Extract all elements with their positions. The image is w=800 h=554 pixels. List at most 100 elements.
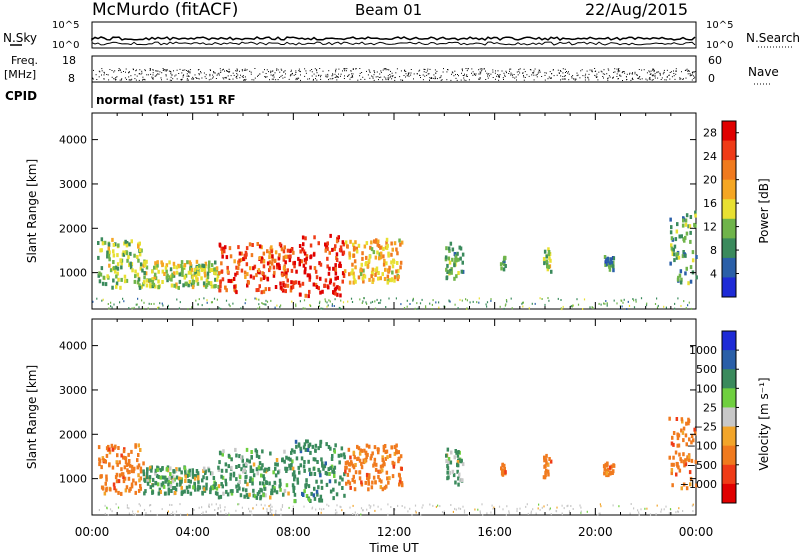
ground-scatter-cell bbox=[265, 299, 267, 302]
freq-dot bbox=[337, 76, 338, 78]
freq-dot bbox=[636, 74, 637, 76]
echo-cell-1 bbox=[209, 490, 212, 495]
echo-cell-4 bbox=[391, 247, 394, 252]
echo-cell-2 bbox=[226, 492, 230, 497]
echo-cell-4 bbox=[361, 256, 364, 261]
echo-cell-1 bbox=[143, 260, 146, 265]
ground-scatter-cell bbox=[326, 305, 328, 308]
echo-cell-1 bbox=[214, 491, 218, 496]
echo-cell-0 bbox=[108, 257, 111, 262]
echo-cell-9 bbox=[670, 243, 673, 248]
freq-dot bbox=[138, 79, 140, 81]
freq-dot bbox=[557, 69, 559, 71]
echo-cell-2 bbox=[243, 494, 246, 499]
echo-cell-1 bbox=[204, 264, 207, 269]
echo-cell-1 bbox=[161, 269, 165, 274]
freq-dot bbox=[220, 70, 222, 72]
echo-cell-0 bbox=[136, 272, 140, 277]
ground-scatter-cell bbox=[511, 307, 513, 310]
freq-dot bbox=[254, 77, 256, 79]
freq-dot bbox=[120, 71, 122, 73]
echo-cell-8 bbox=[610, 260, 614, 265]
echo-cell-3 bbox=[297, 256, 300, 261]
freq-dot bbox=[613, 76, 614, 78]
freq-dot bbox=[523, 68, 525, 70]
echo-cell-2 bbox=[291, 472, 295, 477]
echo-cell-3 bbox=[293, 260, 296, 265]
echo-cell-0 bbox=[108, 447, 111, 452]
freq-dot bbox=[243, 79, 245, 81]
ground-scatter-cell bbox=[201, 304, 203, 307]
freq-dot bbox=[166, 78, 168, 80]
ground-scatter-cell bbox=[132, 513, 134, 516]
freq-dot bbox=[669, 78, 671, 80]
freq-dot bbox=[503, 72, 505, 74]
echo-cell-1 bbox=[157, 269, 160, 274]
echo-cell-2 bbox=[244, 275, 247, 279]
echo-cell-3 bbox=[314, 448, 317, 453]
freq-dot bbox=[373, 74, 375, 76]
echo-cell-0 bbox=[119, 473, 122, 478]
freq-dot bbox=[663, 72, 665, 74]
echo-cell-5 bbox=[456, 251, 459, 256]
echo-cell-0 bbox=[115, 472, 119, 477]
ground-scatter-cell bbox=[317, 512, 319, 515]
ground-scatter-cell bbox=[254, 297, 256, 300]
ground-scatter-cell bbox=[665, 306, 667, 309]
freq-dot bbox=[312, 79, 314, 81]
freq-dot bbox=[96, 79, 98, 80]
echo-cell-1 bbox=[170, 475, 173, 480]
freq-dot bbox=[92, 78, 94, 80]
y-tick-label: 1000 bbox=[59, 267, 87, 280]
echo-cell-2 bbox=[256, 471, 259, 476]
echo-cell-5 bbox=[446, 447, 450, 452]
echo-cell-5 bbox=[446, 270, 449, 274]
echo-cell-2 bbox=[221, 475, 225, 480]
freq-dot bbox=[676, 70, 677, 72]
freq-dot bbox=[292, 72, 293, 74]
echo-cell-0 bbox=[117, 479, 121, 484]
echo-cell-0 bbox=[99, 474, 103, 479]
echo-cell-1 bbox=[159, 468, 163, 473]
echo-cell-3 bbox=[337, 453, 341, 458]
echo-cell-2 bbox=[287, 456, 290, 461]
freq-dot bbox=[632, 72, 633, 74]
echo-cell-4 bbox=[359, 272, 363, 277]
freq-dot bbox=[95, 74, 97, 76]
freq-dot bbox=[452, 72, 454, 74]
freq-dot bbox=[602, 73, 604, 75]
freq-dot bbox=[498, 76, 500, 77]
freq-dot bbox=[128, 76, 130, 78]
echo-cell-4 bbox=[346, 460, 349, 465]
echo-cell-2 bbox=[243, 253, 246, 258]
echo-cell-0 bbox=[106, 250, 109, 255]
echo-cell-2 bbox=[248, 479, 252, 483]
freq-dot bbox=[440, 79, 442, 81]
echo-cell-1 bbox=[201, 263, 204, 268]
echo-cell-3 bbox=[310, 491, 313, 496]
ground-scatter-cell bbox=[599, 512, 601, 515]
freq-dot bbox=[262, 71, 264, 73]
echo-cell-1 bbox=[155, 265, 158, 270]
freq-dot bbox=[479, 71, 481, 73]
ground-scatter-cell bbox=[583, 298, 586, 301]
echo-cell-2 bbox=[227, 278, 230, 283]
echo-cell-2 bbox=[249, 266, 252, 271]
echo-cell-4 bbox=[377, 239, 380, 244]
echo-cell-3 bbox=[298, 283, 302, 288]
echo-cell-2 bbox=[224, 478, 227, 483]
echo-cell-2 bbox=[221, 484, 224, 489]
echo-cell-4 bbox=[349, 455, 352, 460]
echo-cell-4 bbox=[367, 481, 371, 486]
echo-cell-4 bbox=[391, 264, 395, 269]
echo-cell-1 bbox=[189, 270, 193, 275]
ground-scatter-cell bbox=[324, 300, 327, 303]
echo-cell-3 bbox=[343, 455, 346, 460]
echo-cell-2 bbox=[266, 261, 270, 266]
echo-cell-1 bbox=[178, 272, 181, 277]
echo-cell-0 bbox=[103, 240, 107, 245]
echo-cell-0 bbox=[130, 469, 134, 474]
echo-cell-9 bbox=[679, 269, 683, 274]
echo-cell-8 bbox=[608, 264, 611, 269]
echo-cell-3 bbox=[304, 266, 307, 271]
